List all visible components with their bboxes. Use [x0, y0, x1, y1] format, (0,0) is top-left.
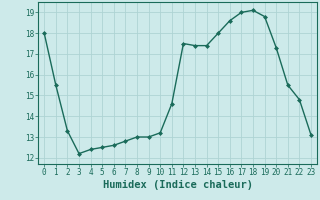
X-axis label: Humidex (Indice chaleur): Humidex (Indice chaleur) [103, 180, 252, 190]
